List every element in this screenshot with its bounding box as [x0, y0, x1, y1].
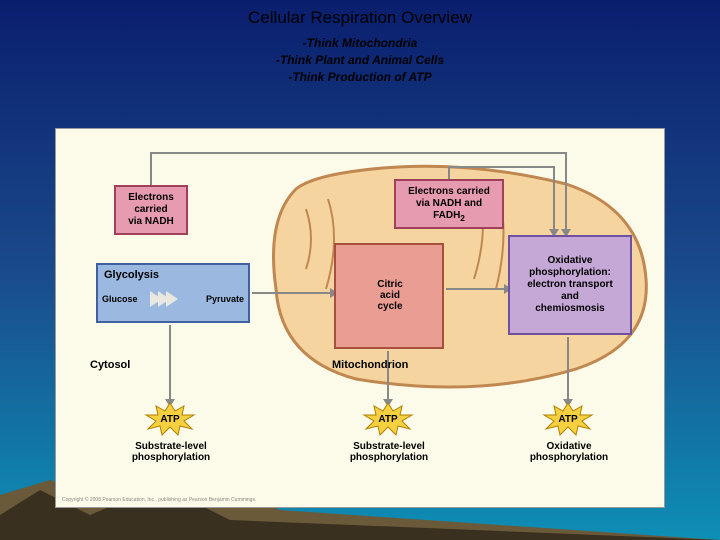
- subtitle-1: -Think Mitochondria: [0, 36, 720, 50]
- glycolysis-label: Glycolysis: [104, 269, 159, 282]
- pyruvate-label: Pyruvate: [206, 294, 244, 305]
- oxphos-text: Oxidative phosphorylation: electron tran…: [527, 255, 613, 315]
- nadh-box-2: Electrons carried via NADH and FADH2: [394, 179, 504, 229]
- bottom-label-2: Substrate-level phosphorylation: [329, 441, 449, 463]
- slide-header: Cellular Respiration Overview -Think Mit…: [0, 0, 720, 84]
- subtitle-2: -Think Plant and Animal Cells: [0, 53, 720, 67]
- glycolysis-chevrons: [150, 291, 174, 307]
- cytosol-label: Cytosol: [90, 359, 130, 371]
- mitochondrion-label: Mitochondrion: [332, 359, 408, 371]
- slide-title: Cellular Respiration Overview: [0, 8, 720, 28]
- bottom-label-1: Substrate-level phosphorylation: [111, 441, 231, 463]
- subtitle-3: -Think Production of ATP: [0, 70, 720, 84]
- atp-burst-1: ATP: [148, 407, 192, 431]
- nadh-box-1: Electrons carried via NADH: [114, 185, 188, 235]
- glucose-label: Glucose: [102, 294, 138, 305]
- bottom-label-3: Oxidative phosphorylation: [509, 441, 629, 463]
- respiration-diagram: Electrons carried via NADH Electrons car…: [55, 128, 665, 508]
- citric-label: Citric acid cycle: [372, 279, 408, 312]
- glycolysis-box: Glycolysis Glucose Pyruvate: [96, 263, 250, 323]
- nadh-text-2: Electrons carried via NADH and FADH2: [408, 186, 490, 223]
- oxphos-box: Oxidative phosphorylation: electron tran…: [508, 235, 632, 335]
- copyright-text: Copyright © 2008 Pearson Education, Inc.…: [62, 497, 256, 503]
- atp-burst-3: ATP: [546, 407, 590, 431]
- atp-burst-2: ATP: [366, 407, 410, 431]
- nadh-text-1: Electrons carried via NADH: [128, 192, 174, 228]
